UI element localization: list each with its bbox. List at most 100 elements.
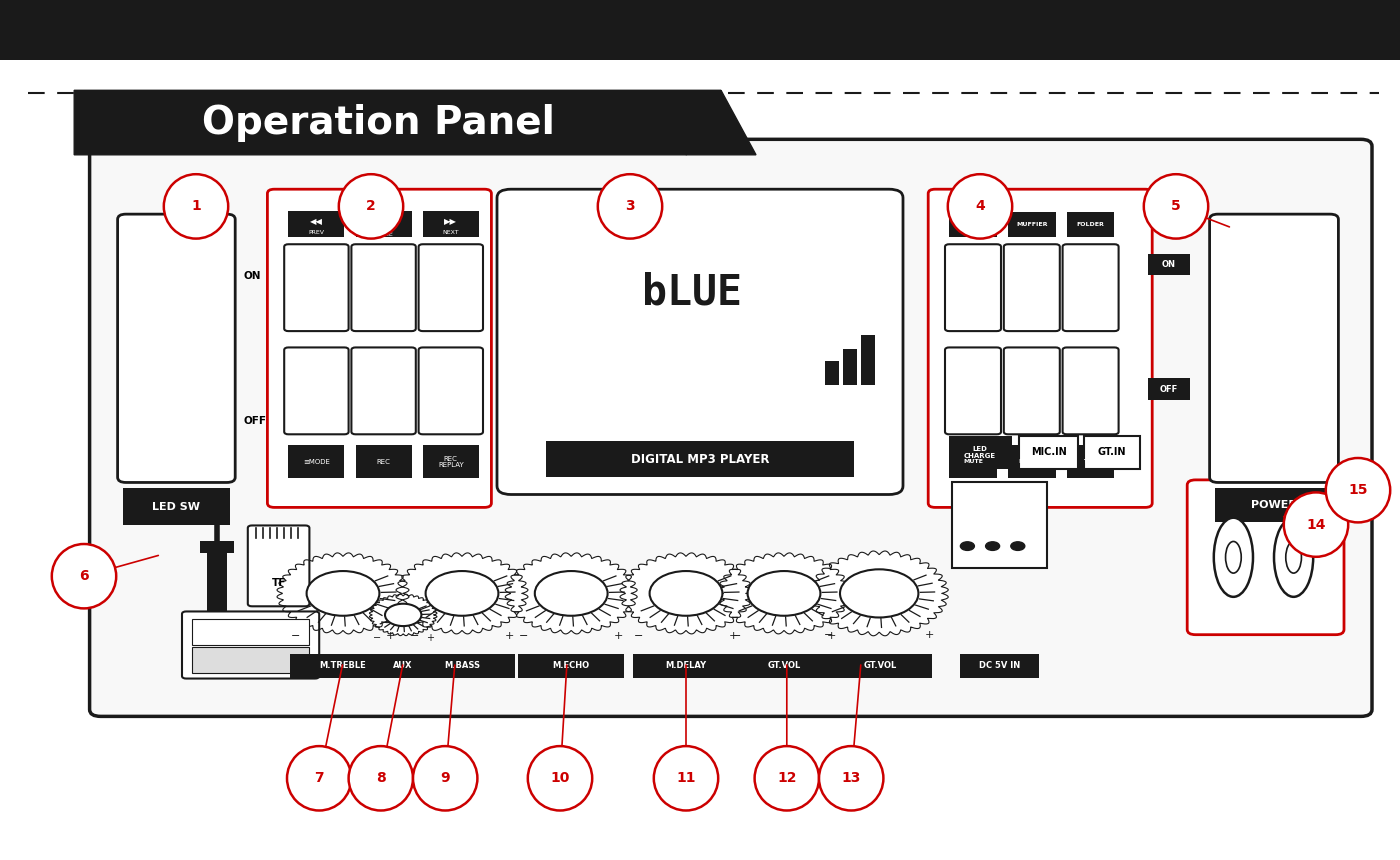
- Bar: [1084, 436, 1140, 469]
- Bar: [290, 654, 396, 678]
- Bar: [1148, 254, 1190, 275]
- Bar: [1148, 378, 1190, 400]
- FancyBboxPatch shape: [284, 347, 349, 434]
- Text: −: −: [291, 631, 300, 642]
- FancyBboxPatch shape: [1210, 214, 1338, 482]
- Bar: [423, 445, 479, 478]
- Text: ≡MODE: ≡MODE: [302, 459, 330, 464]
- Text: −: −: [732, 631, 741, 642]
- Bar: [952, 482, 1047, 568]
- Bar: [1019, 436, 1078, 469]
- Ellipse shape: [287, 746, 351, 810]
- Text: 4: 4: [976, 200, 984, 213]
- Text: GT.VOL: GT.VOL: [864, 661, 897, 670]
- Bar: [1067, 212, 1114, 236]
- Text: FOLDER: FOLDER: [1077, 222, 1105, 227]
- Text: ▶||: ▶||: [378, 218, 389, 226]
- Bar: [518, 654, 624, 678]
- Bar: [731, 654, 837, 678]
- Bar: [123, 488, 230, 525]
- Bar: [356, 445, 412, 478]
- Circle shape: [840, 569, 918, 617]
- Text: 3: 3: [626, 200, 634, 213]
- Bar: [949, 212, 997, 236]
- Text: ON: ON: [1162, 260, 1176, 269]
- Text: +: +: [505, 631, 514, 642]
- Text: +: +: [925, 630, 934, 640]
- Text: 12: 12: [777, 771, 797, 785]
- Text: POWER: POWER: [1252, 500, 1296, 510]
- Ellipse shape: [1214, 518, 1253, 597]
- FancyBboxPatch shape: [945, 244, 1001, 331]
- Text: −: −: [372, 633, 381, 643]
- Text: AUX: AUX: [393, 661, 413, 670]
- Bar: [207, 553, 227, 615]
- FancyBboxPatch shape: [248, 525, 309, 606]
- Ellipse shape: [413, 746, 477, 810]
- Circle shape: [650, 571, 722, 616]
- Bar: [1067, 445, 1114, 478]
- Text: PREV: PREV: [308, 230, 325, 235]
- Ellipse shape: [819, 746, 883, 810]
- Text: DC 5V IN: DC 5V IN: [979, 661, 1021, 670]
- Circle shape: [426, 571, 498, 616]
- Circle shape: [535, 571, 608, 616]
- Bar: [825, 361, 839, 385]
- Text: TF: TF: [272, 578, 286, 588]
- Ellipse shape: [654, 746, 718, 810]
- Text: 6: 6: [80, 569, 88, 583]
- FancyBboxPatch shape: [1004, 347, 1060, 434]
- Polygon shape: [505, 553, 637, 634]
- Bar: [375, 654, 431, 678]
- Ellipse shape: [755, 746, 819, 810]
- Ellipse shape: [1326, 458, 1390, 522]
- FancyBboxPatch shape: [1004, 244, 1060, 331]
- Text: −: −: [410, 631, 419, 642]
- FancyBboxPatch shape: [182, 611, 319, 679]
- Bar: [0, 0, 1400, 60]
- Ellipse shape: [1284, 493, 1348, 556]
- Bar: [960, 654, 1039, 678]
- Text: +: +: [426, 633, 434, 643]
- Bar: [409, 654, 515, 678]
- Text: MIC.PRI: MIC.PRI: [1018, 459, 1046, 464]
- Bar: [546, 441, 854, 477]
- Bar: [861, 335, 875, 385]
- Bar: [288, 445, 344, 478]
- Ellipse shape: [1144, 175, 1208, 238]
- Text: PLAY/
PAUSE: PLAY/ PAUSE: [374, 227, 393, 237]
- Text: LED SW: LED SW: [153, 501, 200, 512]
- Text: M.BASS: M.BASS: [444, 661, 480, 670]
- Text: OFF: OFF: [1159, 384, 1179, 394]
- Circle shape: [960, 542, 974, 550]
- FancyBboxPatch shape: [1063, 244, 1119, 331]
- Ellipse shape: [1285, 542, 1302, 573]
- Ellipse shape: [1274, 518, 1313, 597]
- Text: 15: 15: [1348, 483, 1368, 497]
- Ellipse shape: [52, 544, 116, 608]
- Text: 14: 14: [1306, 518, 1326, 531]
- Circle shape: [385, 604, 421, 626]
- Text: GT.IN: GT.IN: [1098, 447, 1126, 458]
- Text: TWS: TWS: [1082, 459, 1099, 464]
- Bar: [829, 654, 932, 678]
- FancyBboxPatch shape: [118, 214, 235, 482]
- Text: REC: REC: [377, 459, 391, 464]
- Bar: [633, 654, 739, 678]
- Text: REPEAT: REPEAT: [960, 222, 986, 227]
- FancyBboxPatch shape: [928, 189, 1152, 507]
- Polygon shape: [686, 90, 756, 155]
- Polygon shape: [718, 553, 850, 634]
- Text: +: +: [386, 631, 395, 642]
- Ellipse shape: [339, 175, 403, 238]
- Text: −: −: [825, 630, 833, 640]
- Circle shape: [307, 571, 379, 616]
- Ellipse shape: [598, 175, 662, 238]
- Text: ON: ON: [244, 271, 262, 281]
- Text: M.ECHO: M.ECHO: [553, 661, 589, 670]
- Bar: [1215, 488, 1333, 522]
- Text: −: −: [634, 631, 643, 642]
- Text: 1: 1: [192, 200, 200, 213]
- Text: ▶▶: ▶▶: [444, 218, 458, 226]
- FancyBboxPatch shape: [945, 347, 1001, 434]
